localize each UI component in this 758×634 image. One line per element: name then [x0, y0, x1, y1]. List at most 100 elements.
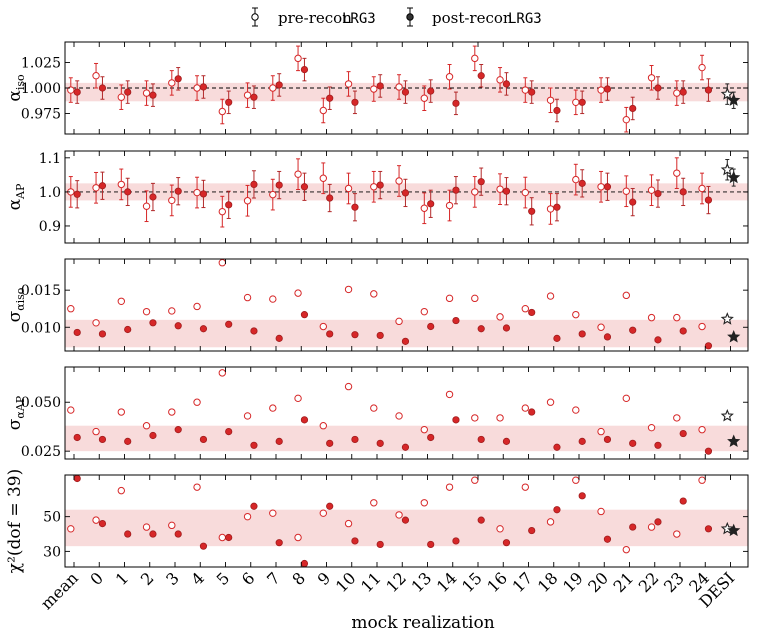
post-point-sigma_iso: [401, 337, 410, 345]
legend-pre-tag: LRG3: [342, 11, 376, 27]
post-point-sigma_ap: [275, 437, 283, 445]
pre-point-sigma_iso: [673, 313, 681, 322]
pre-point-sigma_ap: [546, 398, 555, 406]
post-point-chi2: [225, 533, 233, 542]
post-point-alpha_iso: [452, 99, 460, 107]
pre-point-alpha_iso: [319, 106, 327, 115]
pre-point-sigma_iso: [294, 289, 302, 297]
desi-pre-star-alpha_iso: [720, 87, 734, 100]
desi-post-star-chi2: [727, 523, 741, 537]
panel-alpha_iso: 0.975 1.000 1.025 αiso: [5, 41, 749, 135]
y-tick-label-sigma_ap: 0.050: [21, 395, 61, 411]
post-point-sigma_iso: [351, 331, 359, 339]
pre-point-alpha_ap: [395, 177, 403, 185]
pre-point-sigma_ap: [319, 422, 327, 430]
post-point-sigma_iso: [553, 334, 561, 342]
pre-point-alpha_ap: [168, 196, 176, 205]
post-point-sigma_ap: [250, 441, 258, 449]
post-point-sigma_ap: [654, 441, 662, 449]
pre-point-chi2: [67, 525, 75, 533]
pre-point-chi2: [673, 530, 681, 538]
pre-point-chi2: [622, 545, 630, 554]
post-point-alpha_iso: [250, 93, 258, 101]
pre-point-chi2: [319, 509, 327, 517]
post-point-alpha_ap: [225, 201, 233, 209]
post-point-alpha_iso: [401, 88, 410, 96]
post-point-alpha_iso: [477, 72, 485, 80]
pre-point-alpha_iso: [395, 83, 403, 91]
x-tick-label: 16: [483, 568, 511, 596]
desi-pre-star-sigma_ap: [720, 409, 734, 422]
post-point-chi2: [427, 540, 435, 549]
pre-point-alpha_ap: [420, 204, 428, 212]
pre-point-sigma_iso: [521, 305, 529, 313]
post-point-alpha_ap: [376, 181, 384, 189]
y-tick-label-alpha_ap: 1.1: [39, 151, 61, 167]
post-point-alpha_ap: [603, 183, 612, 191]
y-axis-label-chi2: χ²(dof = 39): [5, 469, 25, 573]
pre-point-alpha_iso: [647, 74, 656, 82]
post-point-chi2: [452, 537, 460, 545]
post-point-alpha_ap: [654, 189, 662, 198]
x-tick-label: 18: [534, 568, 562, 596]
post-point-alpha_iso: [199, 83, 208, 91]
pre-point-sigma_iso: [117, 297, 126, 305]
legend-pre-label: pre-recon: [278, 9, 352, 27]
post-point-chi2: [401, 516, 410, 524]
post-point-chi2: [679, 497, 687, 505]
post-point-alpha_ap: [326, 194, 334, 202]
post-point-chi2: [199, 542, 208, 550]
post-point-alpha_iso: [98, 84, 107, 92]
pre-point-alpha_ap: [647, 186, 656, 194]
post-point-alpha_ap: [578, 179, 586, 187]
desi-pre-star-alpha_ap: [720, 162, 734, 176]
pre-point-alpha_ap: [471, 188, 479, 196]
x-axis-label: mock realization: [351, 613, 494, 633]
post-point-chi2: [300, 559, 309, 567]
pre-point-sigma_ap: [243, 412, 252, 420]
post-point-alpha_iso: [679, 88, 687, 96]
post-point-chi2: [275, 539, 283, 547]
y-tick-label-alpha_ap: 0.9: [39, 219, 61, 235]
pre-point-sigma_iso: [395, 317, 403, 326]
plot-area-chi2: [65, 475, 748, 567]
pre-point-sigma_iso: [269, 295, 277, 303]
pre-point-sigma_ap: [572, 406, 580, 414]
post-point-sigma_iso: [578, 330, 586, 338]
pre-point-sigma_iso: [92, 319, 100, 327]
y-tick-label-alpha_ap: 1.0: [39, 185, 61, 201]
pre-point-sigma_iso: [445, 294, 454, 303]
post-point-sigma_ap: [174, 426, 182, 434]
pre-point-alpha_ap: [698, 184, 706, 193]
post-point-alpha_ap: [351, 203, 359, 211]
pre-point-sigma_iso: [597, 323, 605, 331]
x-tick-label: 2: [137, 568, 158, 589]
post-point-sigma_ap: [502, 437, 511, 445]
x-tick-label: 11: [357, 568, 385, 596]
pre-point-sigma_iso: [698, 322, 706, 331]
post-point-sigma_iso: [98, 330, 107, 338]
pre-point-sigma_iso: [370, 290, 378, 298]
pre-point-alpha_iso: [294, 54, 302, 63]
pre-point-chi2: [420, 499, 428, 507]
post-point-alpha_ap: [679, 188, 687, 196]
x-tick-label: 9: [314, 568, 335, 589]
pre-point-chi2: [218, 533, 227, 542]
pre-point-sigma_ap: [673, 414, 681, 422]
post-point-alpha_ap: [553, 203, 561, 211]
pre-point-sigma_iso: [344, 285, 353, 294]
x-tick-label: 12: [382, 568, 410, 596]
post-point-sigma_ap: [300, 416, 309, 424]
desi-post-star-sigma_iso: [727, 329, 741, 343]
pre-point-chi2: [445, 483, 454, 491]
pre-point-alpha_ap: [319, 174, 327, 182]
post-point-sigma_ap: [553, 443, 561, 451]
post-point-sigma_ap: [603, 435, 612, 444]
post-point-sigma_iso: [654, 336, 662, 344]
post-point-alpha_iso: [73, 88, 81, 96]
x-tick-label: 20: [584, 568, 612, 596]
post-point-alpha_ap: [199, 190, 208, 198]
pre-point-sigma_iso: [471, 294, 479, 303]
